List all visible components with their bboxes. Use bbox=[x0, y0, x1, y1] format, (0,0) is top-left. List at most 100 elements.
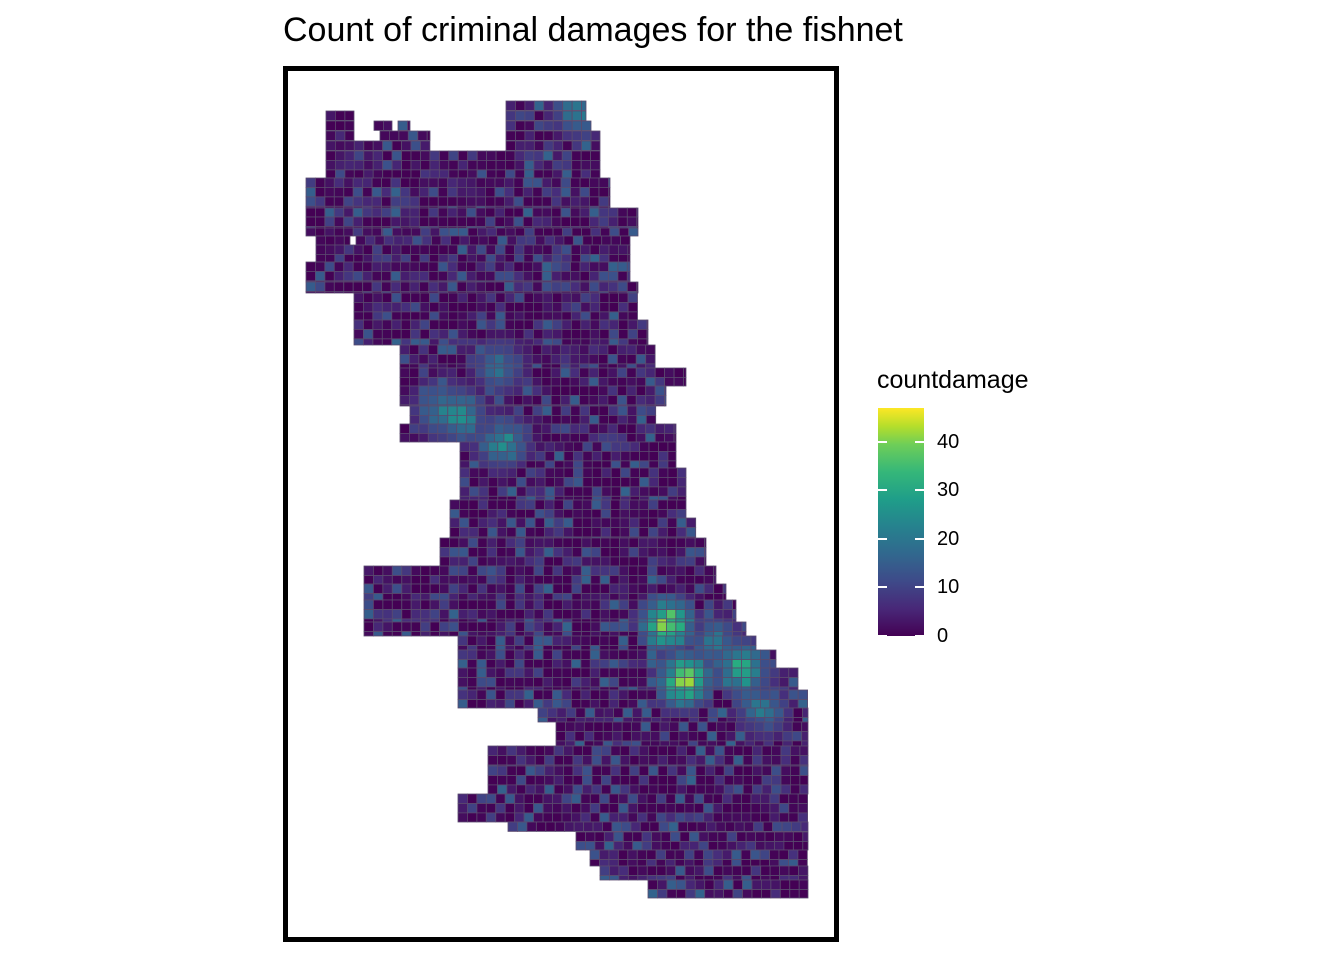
fishnet-cell bbox=[420, 609, 431, 620]
fishnet-cell bbox=[628, 575, 639, 585]
fishnet-cell bbox=[544, 499, 555, 510]
fishnet-cell bbox=[667, 495, 678, 501]
fishnet-cell bbox=[801, 731, 809, 742]
fishnet-cell bbox=[560, 281, 571, 292]
fishnet-cell bbox=[476, 253, 487, 263]
fishnet-cell bbox=[429, 631, 440, 637]
fishnet-cell bbox=[627, 635, 638, 646]
fishnet-cell bbox=[741, 812, 752, 823]
fishnet-cell bbox=[476, 699, 487, 709]
fishnet-cell bbox=[641, 841, 653, 851]
fishnet-cell bbox=[703, 875, 714, 881]
fishnet-cell bbox=[484, 353, 495, 365]
fishnet-cell bbox=[561, 812, 572, 823]
fishnet-cell bbox=[495, 793, 506, 804]
fishnet-cell bbox=[560, 363, 571, 369]
fishnet-cell bbox=[456, 261, 468, 272]
fishnet-cell bbox=[635, 432, 647, 443]
fishnet-cell bbox=[562, 618, 573, 623]
fishnet-cell bbox=[325, 150, 336, 161]
fishnet-cell bbox=[438, 301, 449, 313]
fishnet-cell bbox=[621, 740, 633, 747]
fishnet-cell bbox=[428, 244, 440, 255]
fishnet-cell bbox=[647, 599, 658, 610]
fishnet-cell bbox=[419, 301, 430, 313]
fishnet-cell bbox=[362, 319, 374, 330]
fishnet-cell bbox=[659, 731, 670, 742]
fishnet-cell bbox=[560, 367, 571, 378]
fishnet-cell bbox=[494, 216, 505, 227]
fishnet-cell bbox=[466, 645, 478, 651]
fishnet-cell bbox=[598, 177, 609, 188]
fishnet-cell bbox=[497, 235, 508, 246]
fishnet-cell bbox=[771, 745, 782, 756]
fishnet-cell bbox=[542, 159, 554, 171]
fishnet-cell bbox=[562, 593, 573, 601]
fishnet-cell bbox=[504, 699, 516, 709]
fishnet-cell bbox=[487, 441, 499, 452]
fishnet-cell bbox=[410, 609, 422, 620]
fishnet-cell bbox=[372, 253, 383, 263]
fishnet-cell bbox=[447, 244, 459, 255]
fishnet-cell bbox=[656, 618, 667, 623]
fishnet-cell bbox=[400, 292, 412, 303]
fishnet-cell bbox=[476, 677, 487, 688]
fishnet-cell bbox=[438, 319, 449, 330]
fishnet-cell bbox=[524, 609, 535, 620]
fishnet-cell bbox=[305, 186, 316, 198]
fishnet-cell bbox=[550, 385, 562, 396]
fishnet-cell bbox=[410, 150, 421, 161]
fishnet-cell bbox=[466, 667, 478, 678]
fishnet-cell bbox=[514, 583, 526, 594]
fishnet-cell bbox=[504, 812, 516, 823]
fishnet-cell bbox=[506, 508, 517, 519]
fishnet-cell bbox=[503, 270, 515, 282]
fishnet-cell bbox=[532, 244, 544, 255]
fishnet-cell bbox=[458, 583, 469, 594]
fishnet-cell bbox=[324, 177, 335, 188]
fishnet-cell bbox=[780, 745, 791, 756]
fishnet-cell bbox=[769, 875, 780, 881]
fishnet-cell bbox=[637, 618, 648, 623]
fishnet-cell bbox=[677, 495, 687, 501]
fishnet-cell bbox=[648, 486, 659, 497]
fishnet-cell bbox=[550, 376, 562, 387]
fishnet-cell bbox=[334, 169, 346, 179]
fishnet-cell bbox=[533, 338, 544, 346]
fishnet-cell bbox=[629, 495, 640, 501]
fishnet-cell bbox=[778, 667, 790, 678]
fishnet-cell bbox=[516, 495, 527, 501]
fishnet-cell bbox=[656, 649, 667, 660]
fishnet-cell bbox=[722, 689, 733, 700]
fishnet-cell bbox=[533, 599, 544, 610]
fishnet-cell bbox=[601, 784, 612, 795]
fishnet-cell bbox=[665, 645, 676, 651]
fishnet-cell bbox=[514, 565, 526, 576]
fishnet-cell bbox=[588, 394, 599, 406]
fishnet-cell bbox=[771, 784, 782, 795]
fishnet-cell bbox=[580, 677, 591, 688]
fishnet-cell bbox=[506, 495, 518, 501]
fishnet-cell bbox=[706, 821, 717, 832]
fishnet-cell bbox=[486, 599, 497, 610]
fishnet-cell bbox=[648, 495, 659, 501]
fishnet-cell bbox=[673, 376, 684, 387]
fishnet-cell bbox=[458, 593, 469, 601]
fishnet-cell bbox=[496, 745, 508, 756]
fishnet-cell bbox=[684, 803, 695, 814]
fishnet-cell bbox=[437, 186, 449, 198]
fishnet-cell bbox=[485, 689, 497, 700]
fishnet-cell bbox=[458, 537, 469, 548]
fishnet-cell bbox=[400, 301, 412, 313]
fishnet-cell bbox=[475, 394, 486, 406]
fishnet-cell bbox=[626, 207, 638, 218]
fishnet-cell bbox=[703, 803, 714, 814]
fishnet-cell bbox=[571, 130, 583, 141]
fishnet-cell bbox=[797, 849, 808, 860]
fishnet-cell bbox=[531, 385, 543, 396]
fishnet-cell bbox=[554, 486, 565, 497]
fishnet-cell bbox=[401, 575, 412, 585]
fishnet-cell bbox=[599, 301, 610, 313]
fishnet-cell bbox=[675, 699, 686, 709]
fishnet-cell bbox=[664, 385, 667, 396]
